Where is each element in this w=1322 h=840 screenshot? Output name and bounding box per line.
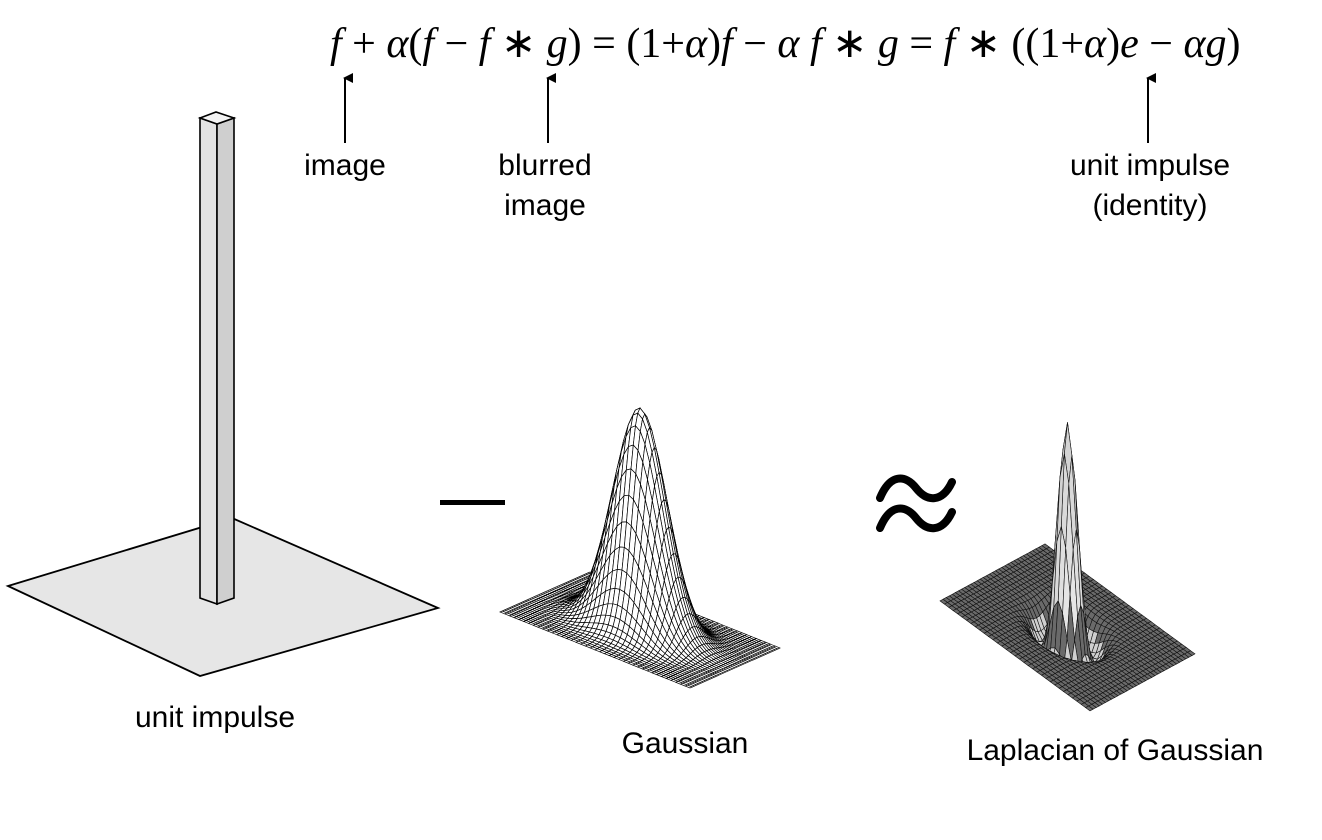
annotation-blurred-image: blurred image xyxy=(470,146,620,226)
eq-term: = xyxy=(898,21,944,67)
caption-gaussian: Gaussian xyxy=(621,727,749,760)
eq-term: + xyxy=(341,21,387,67)
impulse-bar-front xyxy=(199,116,218,606)
minus-operator xyxy=(440,500,505,505)
eq-term: α xyxy=(386,21,409,67)
caption-unit-impulse: unit impulse xyxy=(134,701,296,734)
annotation-line: unit impulse xyxy=(1069,149,1231,182)
equation: f + α(f − f ∗ g) = (1+α)f − α f ∗ g = f … xyxy=(330,14,1250,74)
eq-term: f xyxy=(721,21,733,67)
eq-term: − xyxy=(434,21,479,67)
eq-term: f xyxy=(330,21,342,67)
eq-term: − xyxy=(1138,21,1184,67)
approx-operator xyxy=(876,474,956,533)
eq-term: α xyxy=(685,21,708,67)
annotation-unit-impulse: unit impulse (identity) xyxy=(1030,146,1270,226)
eq-term: ∗ xyxy=(490,21,547,67)
annotation-line: (identity) xyxy=(1092,189,1208,222)
eq-term: g xyxy=(877,21,899,67)
eq-term: ∗ ((1+ xyxy=(955,21,1085,67)
mesh-cell xyxy=(684,684,694,689)
eq-term: α f xyxy=(777,21,822,67)
unit-impulse-plot xyxy=(5,111,441,677)
eq-term: e xyxy=(1120,21,1139,67)
annotation-image: image xyxy=(304,149,386,182)
eq-term: ( xyxy=(408,21,423,67)
eq-term: f xyxy=(943,21,956,67)
eq-term: ∗ xyxy=(821,21,878,67)
eq-term: f xyxy=(478,21,491,67)
eq-term: ) xyxy=(707,21,722,67)
log-surface xyxy=(939,422,1196,712)
eq-term: ) = (1+ xyxy=(567,21,685,67)
caption-log: Laplacian of Gaussian xyxy=(966,734,1264,767)
impulse-bar-side xyxy=(216,116,235,606)
eq-term: α xyxy=(1084,21,1107,67)
impulse-bar-top xyxy=(197,111,237,125)
eq-term: g xyxy=(546,21,568,67)
annotation-line: image xyxy=(504,189,586,222)
eq-term: ) xyxy=(1226,21,1241,67)
gaussian-surface xyxy=(499,407,781,689)
annotation-line: blurred xyxy=(498,149,592,182)
eq-term: f xyxy=(422,21,435,67)
eq-term: αg xyxy=(1183,21,1227,67)
mesh-cell xyxy=(1085,705,1094,712)
eq-term: ) xyxy=(1106,21,1121,67)
eq-term: − xyxy=(732,21,778,67)
